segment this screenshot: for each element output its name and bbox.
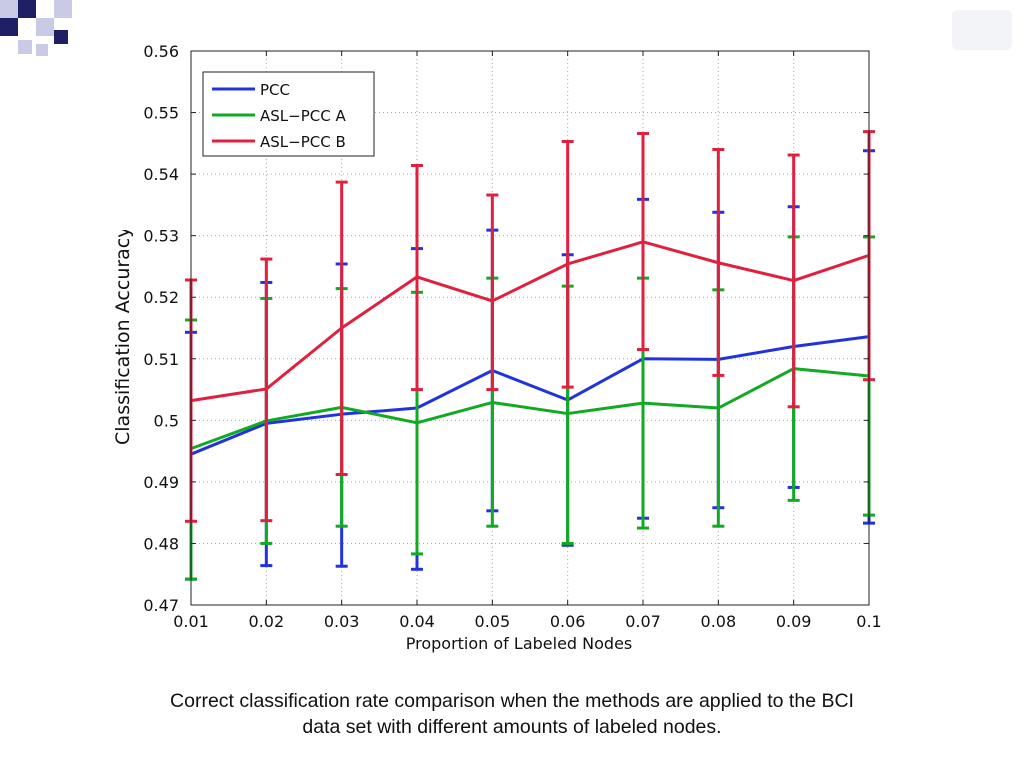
y-tick-label: 0.52	[143, 288, 179, 307]
y-tick-label: 0.49	[143, 473, 179, 492]
y-axis-label-clip: Classification Accuracy	[112, 227, 134, 446]
x-tick-label: 0.1	[856, 612, 881, 631]
legend-label-asl-pcc-a: ASL−PCC A	[260, 107, 346, 125]
caption-line-1: Correct classification rate comparison w…	[170, 690, 854, 712]
y-tick-label: 0.54	[143, 165, 179, 184]
x-tick-label: 0.02	[249, 612, 285, 631]
x-tick-label: 0.09	[776, 612, 812, 631]
x-tick-label: 0.01	[173, 612, 209, 631]
x-axis: 0.01 0.02 0.03 0.04 0.05 0.06 0.07 0.08 0.09 0.1	[173, 51, 882, 631]
legend-entry-asl-pcc-a: ASL−PCC A	[212, 107, 346, 125]
x-tick-label: 0.03	[324, 612, 360, 631]
y-tick-label: 0.5	[154, 411, 179, 430]
x-tick-label: 0.04	[399, 612, 435, 631]
legend-label-asl-pcc-b: ASL−PCC B	[260, 133, 346, 151]
legend-entry-asl-pcc-b: ASL−PCC B	[212, 133, 346, 151]
legend: PCC ASL−PCC A ASL−PCC B	[202, 71, 375, 157]
series-line	[190, 335, 870, 456]
legend-entry-pcc: PCC	[212, 81, 290, 99]
plot-frame	[190, 50, 870, 606]
x-tick-label: 0.08	[701, 612, 737, 631]
x-axis-label: Proportion of Labeled Nodes	[406, 634, 633, 653]
y-tick-label: 0.53	[143, 227, 179, 246]
series-line	[190, 367, 870, 451]
slide-corner-decoration	[0, 0, 72, 56]
y-tick-label: 0.55	[143, 104, 179, 123]
y-axis-label: Classification Accuracy	[112, 227, 134, 446]
slide-corner-highlight	[952, 10, 1012, 50]
caption-line-2: data set with different amounts of label…	[302, 716, 722, 738]
x-tick-label: 0.06	[550, 612, 586, 631]
figure-caption: Correct classification rate comparison w…	[60, 688, 964, 740]
series-line	[190, 240, 870, 403]
legend-label-pcc: PCC	[260, 81, 290, 99]
y-tick-label: 0.51	[143, 350, 179, 369]
x-tick-label: 0.05	[475, 612, 511, 631]
y-tick-label: 0.47	[143, 596, 179, 615]
y-tick-label: 0.56	[143, 42, 179, 61]
y-tick-label: 0.48	[143, 534, 179, 553]
x-tick-label: 0.07	[625, 612, 661, 631]
y-axis: 0.47 0.48 0.49 0.5 0.51 0.52 0.53 0.54 0.55 0.56	[143, 42, 869, 615]
